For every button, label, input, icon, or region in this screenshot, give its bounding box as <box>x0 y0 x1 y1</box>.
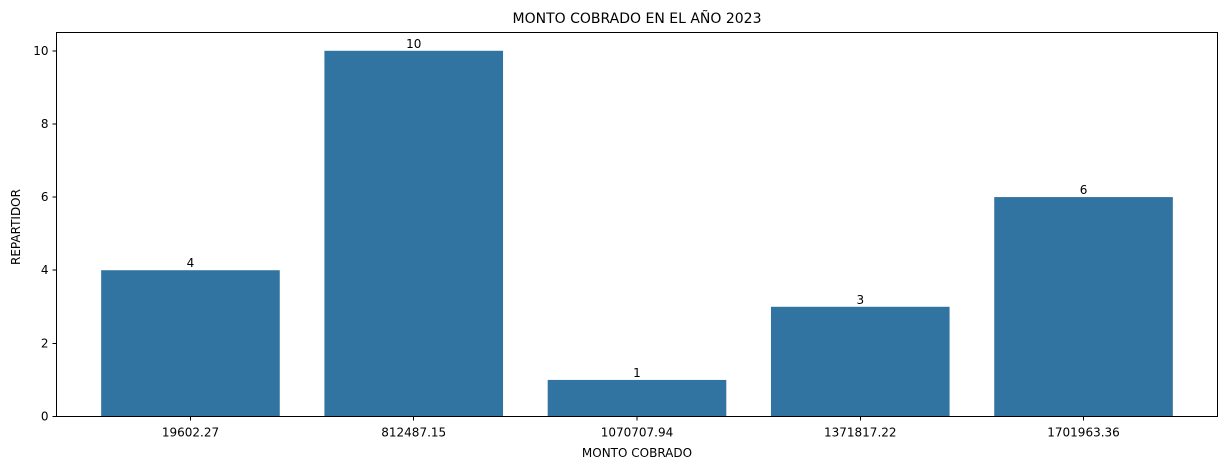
y-tick-label: 2 <box>41 336 49 350</box>
bars-layer <box>101 50 1173 417</box>
plot-frame <box>56 32 1218 417</box>
y-tick-label: 8 <box>41 117 49 131</box>
y-axis: 0 2 4 6 8 10 <box>33 44 57 424</box>
data-label: 4 <box>187 256 195 270</box>
data-label: 3 <box>856 293 864 307</box>
bar <box>770 306 950 417</box>
data-label: 10 <box>406 37 421 51</box>
data-label: 6 <box>1080 183 1088 197</box>
x-tick-label: 1701963.36 <box>1047 426 1120 440</box>
bar <box>101 270 280 417</box>
data-label: 1 <box>633 366 641 380</box>
chart-title: MONTO COBRADO EN EL AÑO 2023 <box>513 10 762 27</box>
y-tick-label: 6 <box>41 190 49 204</box>
y-tick-label: 4 <box>41 263 49 277</box>
bar <box>324 50 504 417</box>
y-tick-label: 10 <box>33 44 48 58</box>
bar <box>547 379 727 417</box>
x-tick-label: 1070707.94 <box>601 426 674 440</box>
y-tick-label: 0 <box>41 410 49 424</box>
data-labels-layer: 4 10 1 3 6 <box>187 37 1088 380</box>
x-axis-label: MONTO COBRADO <box>582 446 692 460</box>
x-axis: 19602.27 812487.15 1070707.94 1371817.22 170… <box>162 416 1120 440</box>
bar <box>994 197 1173 417</box>
x-tick-label: 1371817.22 <box>824 426 897 440</box>
x-tick-label: 812487.15 <box>381 426 446 440</box>
x-tick-label: 19602.27 <box>162 426 219 440</box>
y-axis-label: REPARTIDOR <box>9 189 23 265</box>
